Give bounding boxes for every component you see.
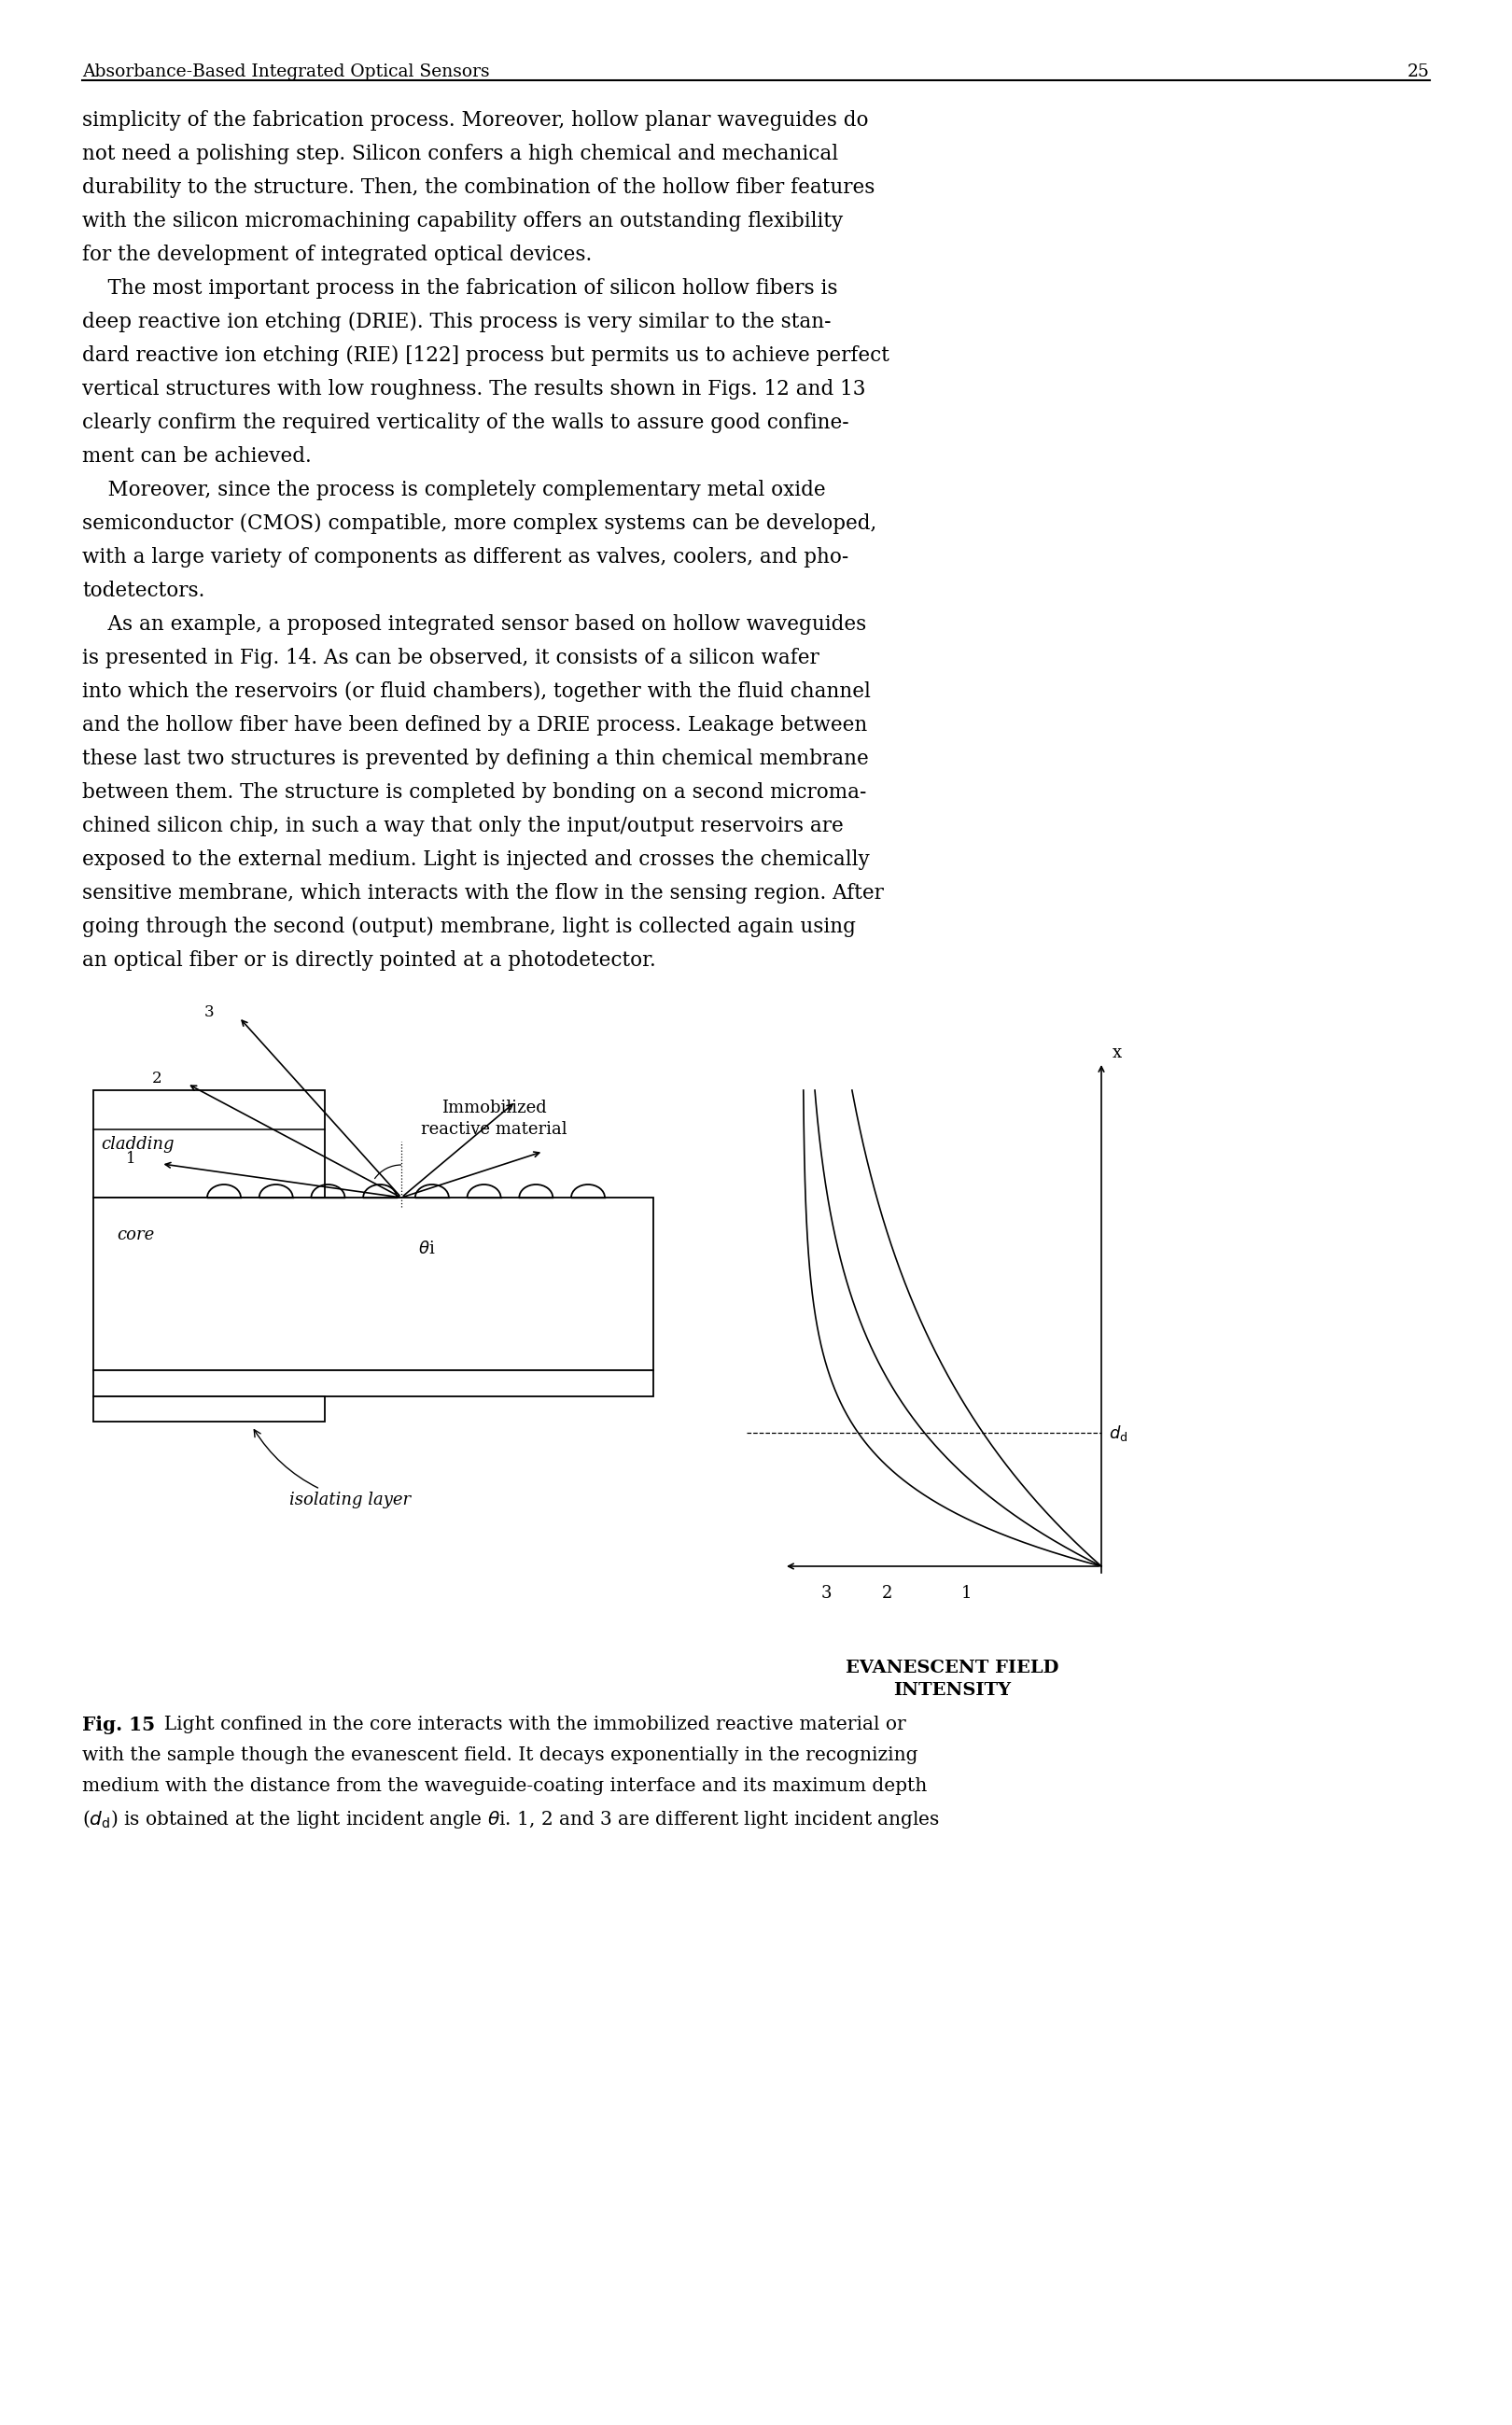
Bar [94, 1198, 653, 1370]
Text: sensitive membrane, which interacts with the flow in the sensing region. After: sensitive membrane, which interacts with… [82, 883, 883, 905]
Text: $\theta$i: $\theta$i [419, 1242, 435, 1256]
Text: As an example, a proposed integrated sensor based on hollow waveguides: As an example, a proposed integrated sen… [82, 614, 866, 635]
Text: core: core [116, 1227, 154, 1244]
Text: 3: 3 [204, 1004, 215, 1021]
Text: is presented in Fig. 14. As can be observed, it consists of a silicon wafer: is presented in Fig. 14. As can be obser… [82, 647, 820, 669]
Text: 1: 1 [960, 1586, 971, 1603]
Bar [94, 1370, 653, 1397]
Text: exposed to the external medium. Light is injected and crosses the chemically: exposed to the external medium. Light is… [82, 849, 869, 871]
Text: x: x [1113, 1045, 1122, 1062]
Text: chined silicon chip, in such a way that only the input/output reservoirs are: chined silicon chip, in such a way that … [82, 815, 844, 837]
Text: between them. The structure is completed by bonding on a second microma-: between them. The structure is completed… [82, 783, 866, 803]
Text: 2: 2 [153, 1072, 162, 1086]
Text: dard reactive ion etching (RIE) [122] process but permits us to achieve perfect: dard reactive ion etching (RIE) [122] pr… [82, 344, 889, 366]
Text: Light confined in the core interacts with the immobilized reactive material or: Light confined in the core interacts wit… [153, 1714, 906, 1734]
Text: cladding: cladding [101, 1135, 174, 1152]
Text: with the sample though the evanescent field. It decays exponentially in the reco: with the sample though the evanescent fi… [82, 1746, 918, 1763]
Text: and the hollow fiber have been defined by a DRIE process. Leakage between: and the hollow fiber have been defined b… [82, 715, 868, 735]
Text: EVANESCENT FIELD
INTENSITY: EVANESCENT FIELD INTENSITY [845, 1659, 1058, 1698]
Text: 2: 2 [881, 1586, 892, 1603]
Text: going through the second (output) membrane, light is collected again using: going through the second (output) membra… [82, 917, 856, 936]
Text: Moreover, since the process is completely complementary metal oxide: Moreover, since the process is completel… [82, 480, 826, 500]
Text: deep reactive ion etching (DRIE). This process is very similar to the stan-: deep reactive ion etching (DRIE). This p… [82, 313, 832, 332]
Text: Absorbance-Based Integrated Optical Sensors: Absorbance-Based Integrated Optical Sens… [82, 63, 490, 80]
Text: with the silicon micromachining capability offers an outstanding flexibility: with the silicon micromachining capabili… [82, 211, 844, 230]
Text: for the development of integrated optical devices.: for the development of integrated optica… [82, 245, 593, 264]
Text: clearly confirm the required verticality of the walls to assure good confine-: clearly confirm the required verticality… [82, 412, 848, 434]
Text: ($d_\mathrm{d}$) is obtained at the light incident angle $\theta$i. 1, 2 and 3 a: ($d_\mathrm{d}$) is obtained at the ligh… [82, 1809, 940, 1831]
Text: todetectors.: todetectors. [82, 580, 204, 601]
Text: ment can be achieved.: ment can be achieved. [82, 446, 311, 466]
Text: vertical structures with low roughness. The results shown in Figs. 12 and 13: vertical structures with low roughness. … [82, 378, 866, 400]
Text: into which the reservoirs (or fluid chambers), together with the fluid channel: into which the reservoirs (or fluid cham… [82, 681, 871, 701]
Text: The most important process in the fabrication of silicon hollow fibers is: The most important process in the fabric… [82, 279, 838, 298]
Text: semiconductor (CMOS) compatible, more complex systems can be developed,: semiconductor (CMOS) compatible, more co… [82, 514, 877, 534]
Text: an optical fiber or is directly pointed at a photodetector.: an optical fiber or is directly pointed … [82, 951, 656, 970]
Text: 25: 25 [1408, 63, 1430, 80]
Text: these last two structures is prevented by defining a thin chemical membrane: these last two structures is prevented b… [82, 749, 869, 769]
Text: isolating layer: isolating layer [254, 1431, 411, 1508]
Text: not need a polishing step. Silicon confers a high chemical and mechanical: not need a polishing step. Silicon confe… [82, 143, 838, 165]
Text: durability to the structure. Then, the combination of the hollow fiber features: durability to the structure. Then, the c… [82, 177, 875, 199]
Bar [94, 1397, 325, 1421]
Text: Fig. 15: Fig. 15 [82, 1714, 156, 1734]
Text: medium with the distance from the waveguide-coating interface and its maximum de: medium with the distance from the wavegu… [82, 1778, 927, 1794]
Text: $d_\mathrm{d}$: $d_\mathrm{d}$ [1108, 1423, 1128, 1443]
Text: with a large variety of components as different as valves, coolers, and pho-: with a large variety of components as di… [82, 548, 848, 567]
Text: 1: 1 [125, 1152, 136, 1166]
Bar [94, 1091, 325, 1198]
Text: Immobilized
reactive material: Immobilized reactive material [420, 1099, 567, 1137]
Text: simplicity of the fabrication process. Moreover, hollow planar waveguides do: simplicity of the fabrication process. M… [82, 109, 868, 131]
Text: 3: 3 [821, 1586, 832, 1603]
